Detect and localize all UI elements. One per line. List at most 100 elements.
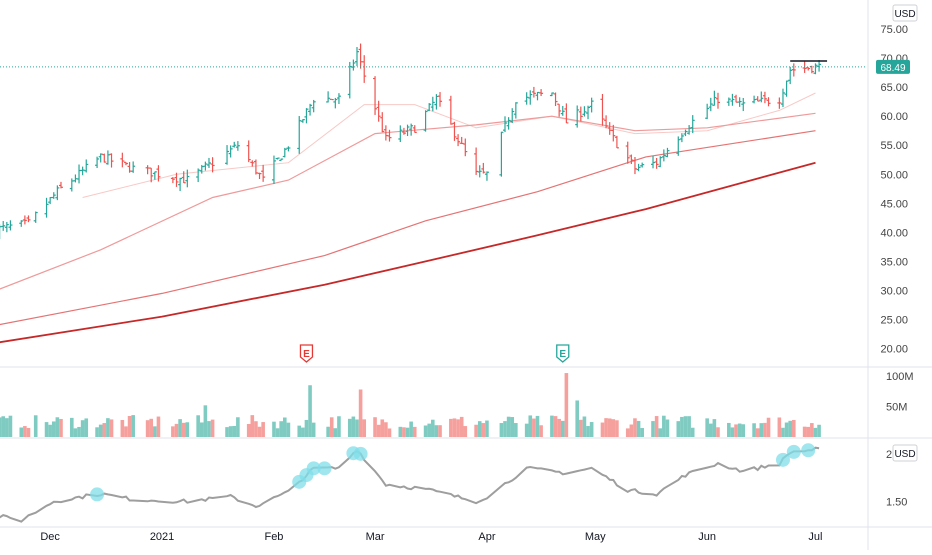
volume-bar <box>52 421 56 437</box>
volume-bar <box>19 427 23 437</box>
ohlc-bar <box>171 177 175 183</box>
ohlc-bar <box>763 92 767 103</box>
ohlc-bar <box>499 132 503 177</box>
volume-bar <box>276 428 280 437</box>
ohlc-bar <box>304 108 308 123</box>
rs-currency-label-text: USD <box>894 449 915 460</box>
ohlc-bar <box>712 91 716 106</box>
ohlc-bar <box>460 137 464 144</box>
ohlc-bar <box>8 220 12 230</box>
time-tick-label: 2021 <box>150 531 174 543</box>
volume-bar <box>406 428 410 437</box>
ohlc-bar <box>582 106 586 116</box>
volume-bar <box>229 426 233 437</box>
ohlc-bar <box>19 220 23 227</box>
relative-strength-pane <box>0 443 819 521</box>
ohlc-bar <box>676 136 680 155</box>
volume-bar <box>785 423 789 437</box>
volume-bar <box>767 418 771 437</box>
ohlc-bar <box>637 164 641 171</box>
volume-bar <box>56 417 60 437</box>
price-tick-label: 65.00 <box>880 82 908 94</box>
volume-bar <box>301 428 305 437</box>
ohlc-bar <box>777 97 781 108</box>
volume-bar <box>651 421 655 437</box>
volume-bar <box>431 420 435 437</box>
volume-bar <box>45 422 49 437</box>
ohlc-bar <box>788 67 792 84</box>
volume-bar <box>709 424 713 437</box>
volume-bar <box>449 419 453 437</box>
ohlc-bar <box>431 97 435 111</box>
volume-bar <box>247 424 251 437</box>
ohlc-bar <box>297 116 301 154</box>
ohlc-bar <box>413 125 417 132</box>
ohlc-bar <box>185 170 189 188</box>
volume-bar <box>1 416 5 437</box>
ohlc-bar <box>153 172 157 180</box>
ohlc-bar <box>684 130 688 136</box>
volume-bar <box>579 420 583 437</box>
volume-bar <box>124 426 128 437</box>
volume-bar <box>399 427 403 437</box>
volume-bar <box>741 424 745 437</box>
volume-bar <box>352 417 356 437</box>
currency-label-text: USD <box>894 9 915 20</box>
ohlc-bar <box>691 115 695 133</box>
ohlc-bar <box>301 119 305 123</box>
volume-bar <box>781 428 785 437</box>
rs-currency-label[interactable]: USD <box>893 445 917 461</box>
volume-bar <box>604 418 608 437</box>
ohlc-bar <box>813 63 817 74</box>
ma-200-line <box>0 163 816 343</box>
ohlc-bar <box>398 125 402 142</box>
currency-label[interactable]: USD <box>893 5 917 21</box>
volume-bar <box>676 421 680 437</box>
volume-bar <box>756 428 760 437</box>
volume-bar <box>232 426 236 437</box>
ohlc-bar <box>247 140 251 162</box>
rs-new-high-marker <box>318 461 332 475</box>
volume-tick-label: 100M <box>886 371 914 383</box>
ohlc-bar <box>261 165 265 182</box>
price-tick-label: 75.00 <box>880 24 908 36</box>
ohlc-bar <box>586 106 590 120</box>
volume-bar <box>792 420 796 437</box>
ma-50-line <box>0 113 816 290</box>
ohlc-bar <box>485 171 489 180</box>
volume-bar <box>48 425 52 437</box>
price-axis[interactable]: 75.0070.0065.0060.0055.0050.0045.0040.00… <box>880 24 913 508</box>
ohlc-bar <box>651 156 655 168</box>
volume-bar <box>211 420 215 437</box>
volume-bar <box>705 418 709 437</box>
ohlc-bar <box>662 149 666 161</box>
volume-bar <box>204 405 208 437</box>
volume-bar <box>23 426 27 437</box>
time-tick-label: Apr <box>478 531 495 543</box>
ohlc-bar <box>110 153 114 167</box>
volume-bar <box>727 423 731 437</box>
volume-bar <box>254 421 258 437</box>
volume-bar <box>561 421 565 437</box>
ohlc-bar <box>514 102 518 118</box>
ohlc-bar <box>738 97 742 107</box>
ohlc-bar <box>716 93 720 109</box>
ohlc-bar <box>792 63 796 76</box>
earnings-marker: E <box>557 345 569 362</box>
ohlc-bar <box>600 94 604 126</box>
ohlc-bar <box>283 148 287 158</box>
ohlc-bar <box>34 211 38 222</box>
price-tick-label: 60.00 <box>880 111 908 123</box>
ohlc-bar <box>333 98 337 108</box>
ohlc-bar <box>312 100 316 112</box>
ohlc-bar <box>817 60 821 72</box>
volume-bar <box>128 416 132 437</box>
volume-bar <box>380 419 384 437</box>
volume-bar <box>539 425 543 437</box>
ohlc-bar <box>557 104 561 117</box>
